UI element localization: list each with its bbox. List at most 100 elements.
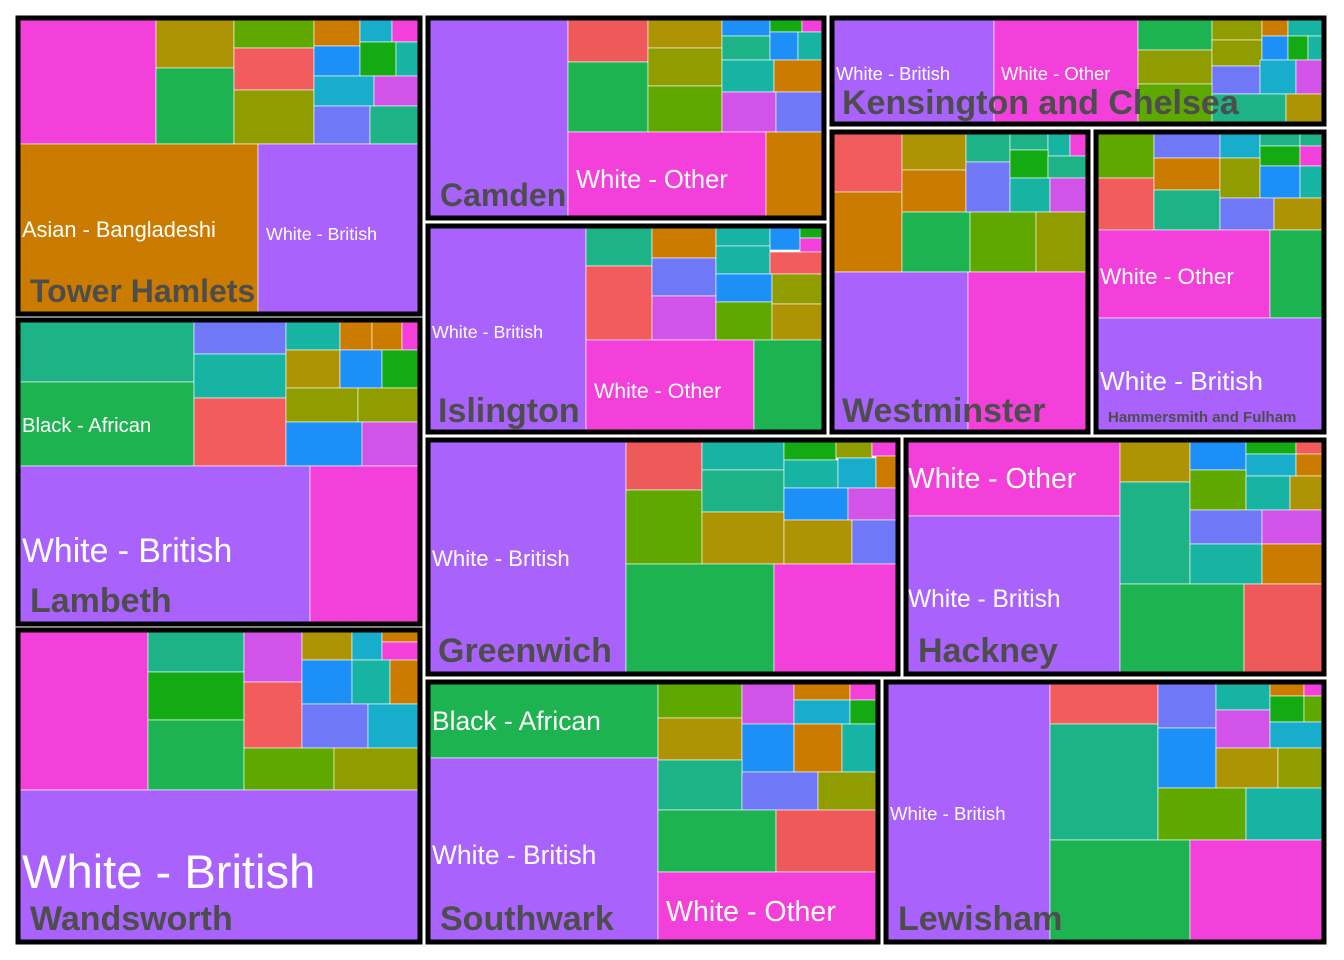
treemap-tile	[765, 131, 825, 219]
treemap-tile	[1137, 49, 1213, 85]
treemap-tile	[841, 723, 879, 773]
tile-label: White - Other	[666, 896, 836, 928]
treemap-tile	[1095, 177, 1155, 231]
treemap-tile	[1049, 839, 1191, 943]
treemap-tile	[769, 31, 799, 61]
treemap-tile	[359, 17, 393, 43]
treemap-tile	[625, 489, 703, 565]
treemap-tile	[651, 295, 717, 341]
treemap-tile	[357, 387, 421, 423]
group-label: Greenwich	[438, 632, 612, 670]
treemap-tile	[1299, 145, 1325, 167]
treemap-tile	[771, 303, 825, 341]
treemap-tile	[1211, 39, 1263, 67]
treemap-tile	[771, 273, 825, 305]
treemap-tile	[741, 723, 795, 773]
treemap-tile	[1261, 543, 1325, 585]
tile-label: Asian - Bangladeshi	[22, 217, 216, 242]
treemap-tile	[837, 457, 877, 489]
tile-white-british	[17, 465, 311, 625]
treemap-tile	[1049, 681, 1159, 725]
treemap-tile	[391, 17, 421, 43]
tile-white-other	[585, 339, 755, 433]
treemap-tile	[625, 439, 703, 491]
treemap-tile	[1049, 177, 1089, 213]
tile-label: White - British	[836, 63, 950, 84]
treemap-tile	[155, 67, 235, 145]
treemap-tile	[1261, 35, 1289, 61]
group-label: Tower Hamlets	[30, 273, 255, 309]
tile-white-british	[427, 757, 659, 943]
tile-label: White - Other	[594, 379, 721, 403]
treemap-tile	[769, 251, 825, 275]
treemap-tile	[155, 17, 235, 69]
treemap-tile	[147, 629, 245, 673]
group-label: Wandsworth	[30, 900, 233, 938]
treemap-tile	[967, 271, 1089, 433]
treemap-tile	[585, 265, 653, 341]
treemap-tile	[847, 487, 899, 521]
treemap-tile	[799, 237, 825, 253]
treemap-tile	[769, 225, 801, 251]
tile-label: White - British	[22, 845, 315, 898]
treemap-tile	[373, 75, 421, 107]
treemap-tile	[775, 809, 879, 873]
treemap-tile	[741, 771, 819, 811]
treemap-tile	[1269, 229, 1325, 319]
treemap-tile	[715, 225, 771, 247]
treemap-tile	[1245, 475, 1291, 511]
treemap-tile	[301, 629, 353, 661]
tile-label: White - Other	[1100, 264, 1234, 289]
tile-label: Black - African	[22, 415, 151, 437]
treemap-tile	[1137, 17, 1213, 51]
treemap-tile	[1261, 17, 1289, 37]
treemap-tile	[753, 339, 825, 433]
treemap-tile	[585, 225, 653, 267]
treemap-tile	[657, 681, 743, 719]
treemap-tile	[1189, 439, 1247, 471]
treemap-tile	[701, 469, 785, 513]
treemap-tile	[381, 349, 421, 389]
group-label: Hackney	[918, 632, 1058, 670]
treemap-tile	[651, 257, 717, 297]
treemap-tile	[793, 681, 851, 701]
treemap-tile	[831, 191, 903, 273]
treemap-tile	[1119, 583, 1245, 675]
treemap-tile	[1215, 681, 1271, 711]
treemap-tile	[1049, 723, 1159, 841]
treemap-tile	[817, 771, 879, 811]
group-label: Westminster	[842, 392, 1045, 430]
tile-black-african	[17, 381, 195, 467]
treemap-tile	[721, 91, 777, 133]
treemap-tile	[1189, 543, 1263, 585]
treemap-tile	[1119, 481, 1191, 585]
treemap-tile	[1273, 197, 1325, 231]
tile-label: Black - African	[432, 706, 601, 736]
treemap-tile	[969, 211, 1037, 273]
treemap-tile	[313, 75, 375, 107]
treemap-tile	[1211, 17, 1263, 41]
group-label: Hammersmith and Fulham	[1108, 409, 1296, 426]
tile-white-british	[17, 789, 421, 943]
treemap-tile	[371, 319, 403, 351]
treemap-tile	[1219, 157, 1261, 199]
treemap-tile	[313, 17, 361, 47]
treemap-tile	[567, 17, 649, 63]
treemap-tile	[701, 511, 785, 565]
group-label: Camden	[440, 177, 566, 213]
treemap-tile	[193, 319, 287, 355]
treemap-tile	[901, 131, 967, 171]
tile-black-african	[427, 681, 659, 759]
treemap-tile	[775, 91, 825, 133]
treemap-tile	[243, 629, 303, 683]
treemap-tile	[1157, 681, 1217, 729]
treemap-tile	[1137, 83, 1213, 125]
tile-white-british	[831, 17, 995, 125]
treemap-tile	[1153, 131, 1221, 159]
treemap-tile	[793, 723, 843, 773]
tile-white-british	[1095, 317, 1325, 433]
treemap-tile	[715, 245, 771, 275]
treemap-tile	[849, 681, 879, 701]
tile-label: White - British	[22, 532, 232, 570]
treemap-tile	[301, 703, 369, 749]
